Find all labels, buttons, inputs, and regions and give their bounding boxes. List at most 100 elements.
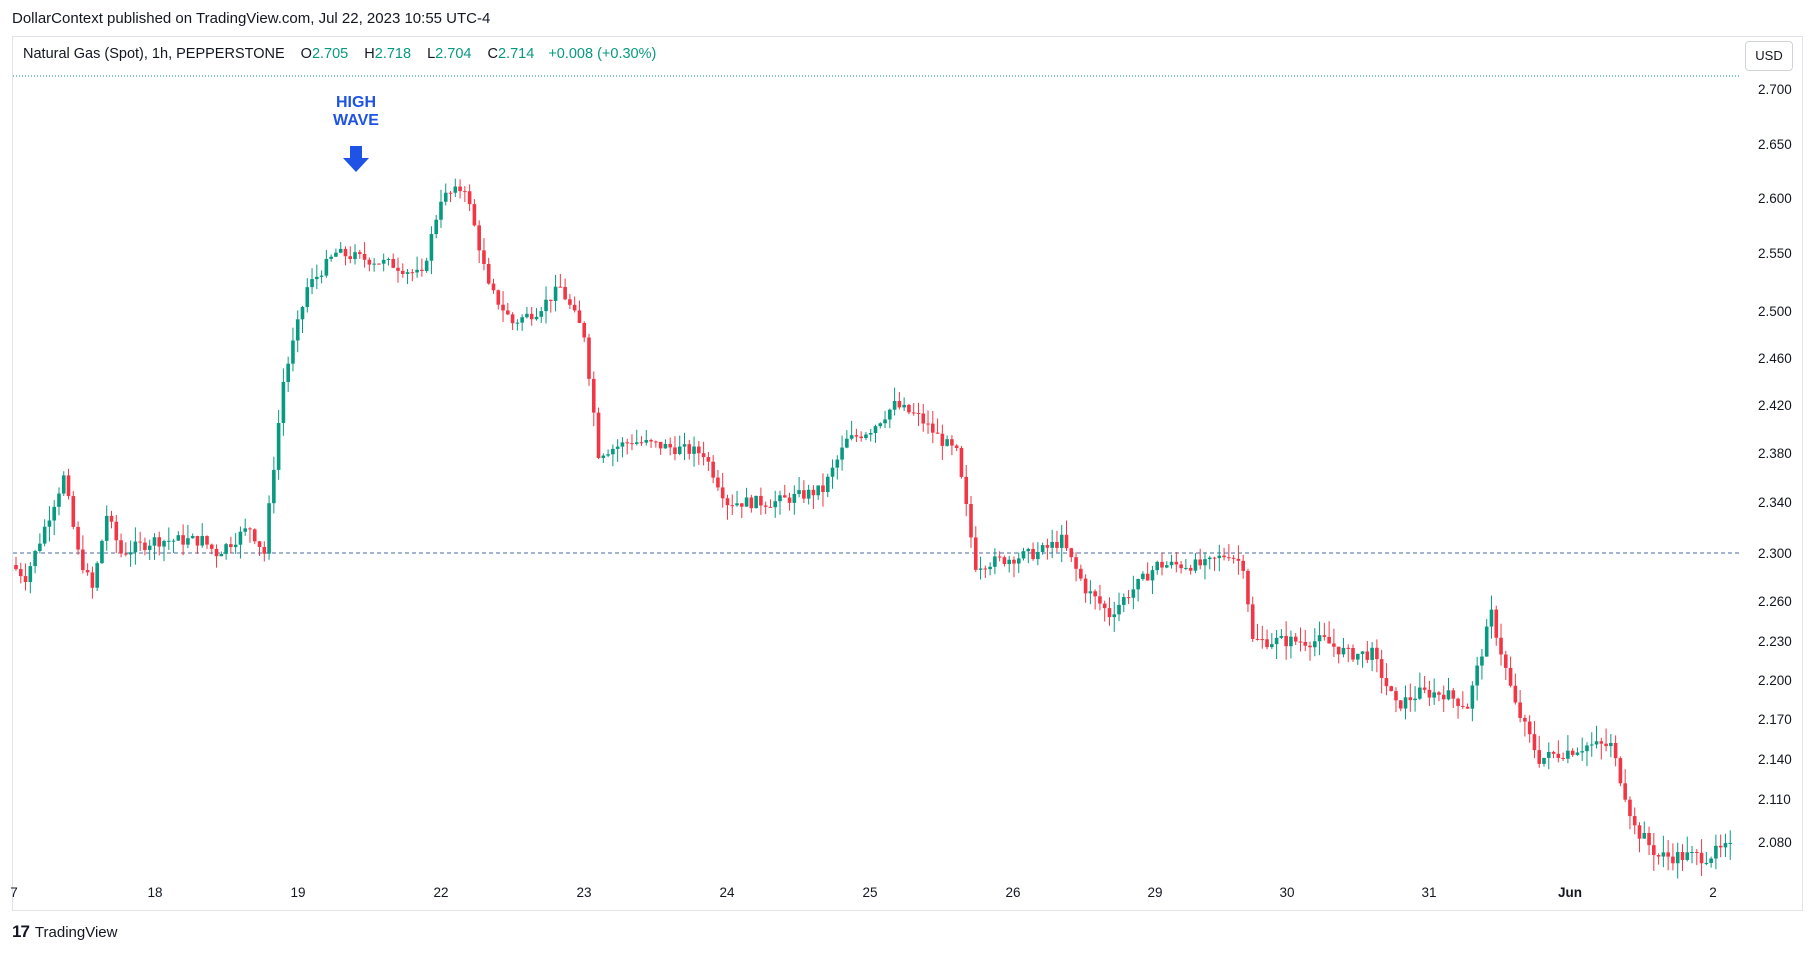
candle-body (1279, 635, 1284, 638)
candle (1227, 544, 1231, 561)
candle (104, 505, 109, 551)
candle-body (377, 263, 381, 265)
candle-body (973, 537, 978, 570)
candle (654, 440, 658, 448)
candle (319, 270, 324, 284)
candle (835, 455, 840, 480)
candle (673, 436, 677, 461)
candle-body (883, 419, 887, 424)
candle-body (1231, 557, 1236, 559)
candle-body (248, 528, 252, 530)
candle (176, 531, 181, 542)
candle-body (1308, 645, 1312, 648)
candle (1007, 555, 1011, 573)
candle (1661, 835, 1666, 868)
candle (553, 274, 558, 312)
candle-body (1675, 852, 1680, 864)
candle (424, 257, 429, 273)
candle-body (81, 549, 85, 571)
candle-body (1007, 559, 1011, 564)
candle (1580, 737, 1584, 761)
candle (1265, 629, 1269, 650)
tradingview-logo-icon: 17 (12, 922, 30, 941)
candle (806, 484, 811, 505)
candle-body (1484, 626, 1489, 657)
candle-body (816, 485, 820, 496)
candle-body (1461, 705, 1465, 707)
candle-body (845, 438, 849, 448)
currency-button[interactable]: USD (1745, 41, 1793, 71)
candle (410, 268, 415, 282)
candle-body (759, 495, 763, 506)
candle (797, 477, 801, 498)
candle (353, 244, 357, 265)
candle (1346, 644, 1351, 663)
candle (133, 527, 138, 565)
candle (744, 487, 749, 507)
candle-body (716, 477, 720, 488)
candle (157, 531, 162, 556)
candle-body (611, 448, 615, 455)
candle (897, 392, 902, 410)
candle (534, 308, 539, 321)
open-value: 2.705 (311, 46, 349, 62)
candle-body (1656, 855, 1661, 857)
candle (1217, 544, 1222, 572)
candle (969, 496, 973, 548)
candle (248, 527, 252, 543)
candle (625, 438, 629, 455)
candle-body (1709, 858, 1713, 863)
candle (76, 521, 80, 555)
candle (171, 538, 176, 553)
candle-body (1179, 564, 1183, 569)
candle-body (472, 204, 477, 226)
candle-body (1695, 851, 1699, 853)
candle-body (778, 495, 782, 502)
candle (730, 494, 735, 516)
candle (262, 541, 267, 562)
candle (1613, 735, 1618, 767)
candle-body (1370, 647, 1374, 660)
candle (66, 468, 71, 500)
candle (639, 436, 644, 446)
candle-body (61, 475, 66, 494)
candle (615, 439, 620, 462)
candle-body (1470, 685, 1475, 709)
candle-body (654, 441, 658, 443)
candle-body (549, 299, 553, 301)
candle (128, 540, 133, 567)
candle (1160, 553, 1164, 576)
open-label: O (300, 46, 312, 62)
candle-body (596, 412, 601, 459)
candle (81, 535, 85, 574)
y-tick-label: 2.700 (1758, 82, 1792, 97)
candle-body (1628, 799, 1632, 817)
candle (1546, 742, 1551, 770)
candle (1398, 700, 1403, 712)
candle (997, 551, 1002, 562)
candle (596, 407, 601, 460)
candle-body (1618, 758, 1623, 784)
candle-body (1126, 597, 1131, 599)
candle (978, 556, 983, 580)
candle-body (558, 286, 563, 288)
candle-body (157, 537, 162, 547)
symbol-name[interactable]: Natural Gas (Spot), 1h, PEPPERSTONE (23, 46, 285, 62)
candle-body (1069, 548, 1074, 558)
candle-body (348, 256, 353, 259)
candle-body (482, 250, 486, 264)
candle-body (1122, 597, 1126, 605)
candle-body (1427, 689, 1432, 698)
candle-body (443, 192, 448, 202)
tradingview-footer[interactable]: 17 TradingView (12, 922, 117, 942)
candle (1594, 725, 1599, 749)
candle-body (907, 404, 911, 413)
y-tick-label: 2.340 (1758, 495, 1792, 510)
candle-body (1203, 559, 1207, 566)
candle-body (1690, 851, 1694, 853)
candle (1098, 584, 1102, 611)
candle-body (224, 544, 228, 554)
candle (563, 278, 567, 301)
candle (677, 435, 682, 456)
